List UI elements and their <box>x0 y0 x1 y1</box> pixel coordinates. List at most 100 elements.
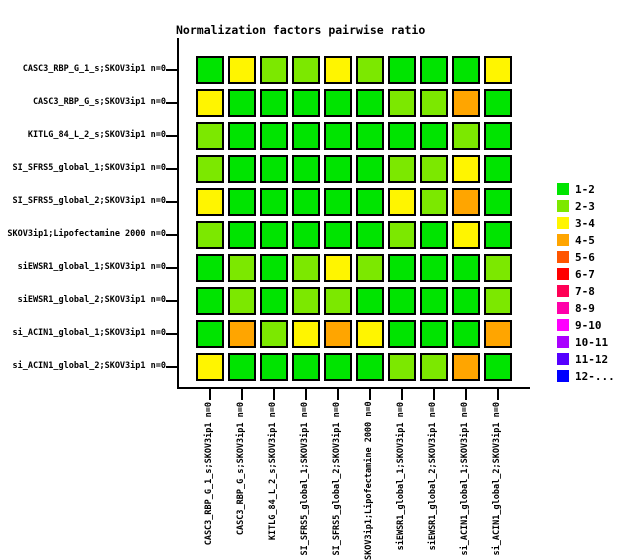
col-label: si_ACIN1_global_2;SKOV3ip1 n=0 <box>492 402 502 556</box>
heatmap-cell <box>484 155 512 183</box>
x-axis-tick <box>368 389 371 400</box>
heatmap-cell <box>484 89 512 117</box>
heatmap-cell <box>292 221 320 249</box>
heatmap-cell <box>292 89 320 117</box>
heatmap-cell <box>228 155 256 183</box>
heatmap-cell <box>196 353 224 381</box>
col-label: SI_SFRS5_global_1;SKOV3ip1 n=0 <box>300 402 310 556</box>
heatmap-cell <box>356 122 384 150</box>
legend-swatch <box>557 285 569 297</box>
heatmap-cell <box>388 287 416 315</box>
heatmap-cell <box>324 287 352 315</box>
heatmap-cell <box>196 320 224 348</box>
heatmap-cell <box>484 254 512 282</box>
col-label: siEWSR1_global_1;SKOV3ip1 n=0 <box>396 402 406 551</box>
heatmap-cell <box>452 353 480 381</box>
heatmap-cell <box>420 155 448 183</box>
heatmap-cell <box>228 56 256 84</box>
row-label: CASC3_RBP_G_s;SKOV3ip1 n=0 <box>32 97 166 107</box>
heatmap-cell <box>196 188 224 216</box>
row-label: KITLG_84_L_2_s;SKOV3ip1 n=0 <box>27 130 166 140</box>
heatmap-cell <box>356 221 384 249</box>
y-axis-tick <box>166 233 177 236</box>
heatmap-cell <box>420 221 448 249</box>
heatmap-cell <box>292 254 320 282</box>
heatmap-cell <box>324 353 352 381</box>
heatmap-cell <box>228 188 256 216</box>
x-axis-tick <box>208 389 211 400</box>
heatmap-cell <box>452 254 480 282</box>
heatmap-cell <box>388 56 416 84</box>
heatmap-cell <box>196 122 224 150</box>
heatmap-cell <box>484 320 512 348</box>
heatmap-cell <box>196 287 224 315</box>
heatmap-cell <box>484 353 512 381</box>
heatmap-cell <box>196 254 224 282</box>
heatmap-cell <box>292 353 320 381</box>
legend-swatch <box>557 251 569 263</box>
col-label: siEWSR1_global_2;SKOV3ip1 n=0 <box>428 402 438 551</box>
heatmap-cell <box>356 353 384 381</box>
heatmap-cell <box>420 254 448 282</box>
heatmap-cell <box>196 155 224 183</box>
x-axis-tick <box>240 389 243 400</box>
heatmap-cell <box>388 122 416 150</box>
col-label: SI_SFRS5_global_2;SKOV3ip1 n=0 <box>332 402 342 556</box>
row-label: CASC3_RBP_G_1_s;SKOV3ip1 n=0 <box>22 64 166 74</box>
legend-swatch <box>557 370 569 382</box>
heatmap-cell <box>292 155 320 183</box>
row-label: siEWSR1_global_1;SKOV3ip1 n=0 <box>17 262 166 272</box>
heatmap-cell <box>196 89 224 117</box>
heatmap-cell <box>260 188 288 216</box>
heatmap-cell <box>388 254 416 282</box>
heatmap-cell <box>260 122 288 150</box>
heatmap-cell <box>228 320 256 348</box>
x-axis-tick <box>304 389 307 400</box>
heatmap-cell <box>452 155 480 183</box>
heatmap-cell <box>388 188 416 216</box>
legend-label: 12-... <box>575 369 615 383</box>
heatmap-cell <box>452 122 480 150</box>
x-axis-tick <box>272 389 275 400</box>
heatmap-cell <box>452 89 480 117</box>
row-label: SKOV3ip1;Lipofectamine 2000 n=0 <box>7 229 166 239</box>
heatmap-cell <box>452 56 480 84</box>
y-axis-tick <box>166 332 177 335</box>
heatmap-cell <box>452 287 480 315</box>
heatmap-cell <box>228 254 256 282</box>
heatmap-cell <box>292 320 320 348</box>
heatmap-cell <box>356 89 384 117</box>
heatmap-cell <box>420 122 448 150</box>
heatmap-cell <box>260 254 288 282</box>
heatmap-cell <box>388 155 416 183</box>
col-label: CASC3_RBP_G_1_s;SKOV3ip1 n=0 <box>204 402 214 546</box>
legend-label: 5-6 <box>575 250 595 264</box>
heatmap-cell <box>324 221 352 249</box>
heatmap-cell <box>420 56 448 84</box>
heatmap-cell <box>452 320 480 348</box>
legend-swatch <box>557 268 569 280</box>
heatmap-cell <box>228 122 256 150</box>
col-label: KITLG_84_L_2_s;SKOV3ip1 n=0 <box>268 402 278 541</box>
legend-label: 3-4 <box>575 216 595 230</box>
row-label: si_ACIN1_global_2;SKOV3ip1 n=0 <box>12 361 166 371</box>
x-axis-tick <box>336 389 339 400</box>
heatmap-cell <box>196 221 224 249</box>
y-axis-tick <box>166 299 177 302</box>
heatmap-cell <box>260 320 288 348</box>
legend-label: 1-2 <box>575 182 595 196</box>
legend-label: 4-5 <box>575 233 595 247</box>
row-label: siEWSR1_global_2;SKOV3ip1 n=0 <box>17 295 166 305</box>
heatmap-cell <box>292 188 320 216</box>
y-axis-tick <box>166 167 177 170</box>
heatmap-cell <box>452 221 480 249</box>
heatmap-cell <box>484 287 512 315</box>
heatmap-cell <box>324 89 352 117</box>
legend-label: 7-8 <box>575 284 595 298</box>
heatmap-cell <box>228 287 256 315</box>
x-axis-tick <box>432 389 435 400</box>
heatmap-cell <box>260 287 288 315</box>
heatmap-cell <box>324 188 352 216</box>
heatmap-cell <box>356 320 384 348</box>
legend-label: 8-9 <box>575 301 595 315</box>
